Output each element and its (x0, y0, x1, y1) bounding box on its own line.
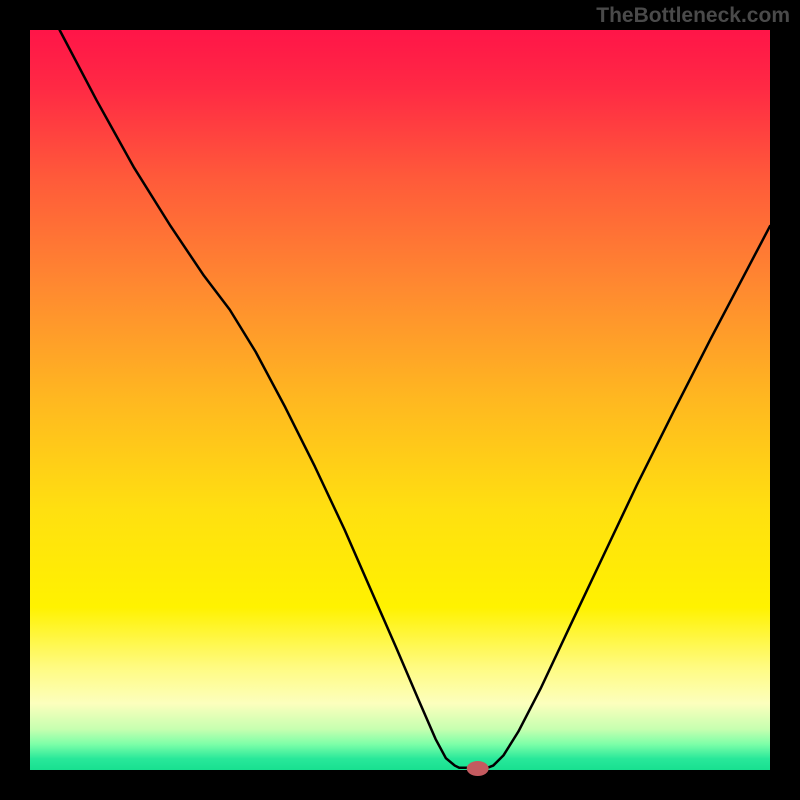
watermark-text: TheBottleneck.com (596, 4, 790, 28)
chart-svg (0, 0, 800, 800)
optimal-marker (467, 761, 489, 776)
bottleneck-chart (0, 0, 800, 800)
